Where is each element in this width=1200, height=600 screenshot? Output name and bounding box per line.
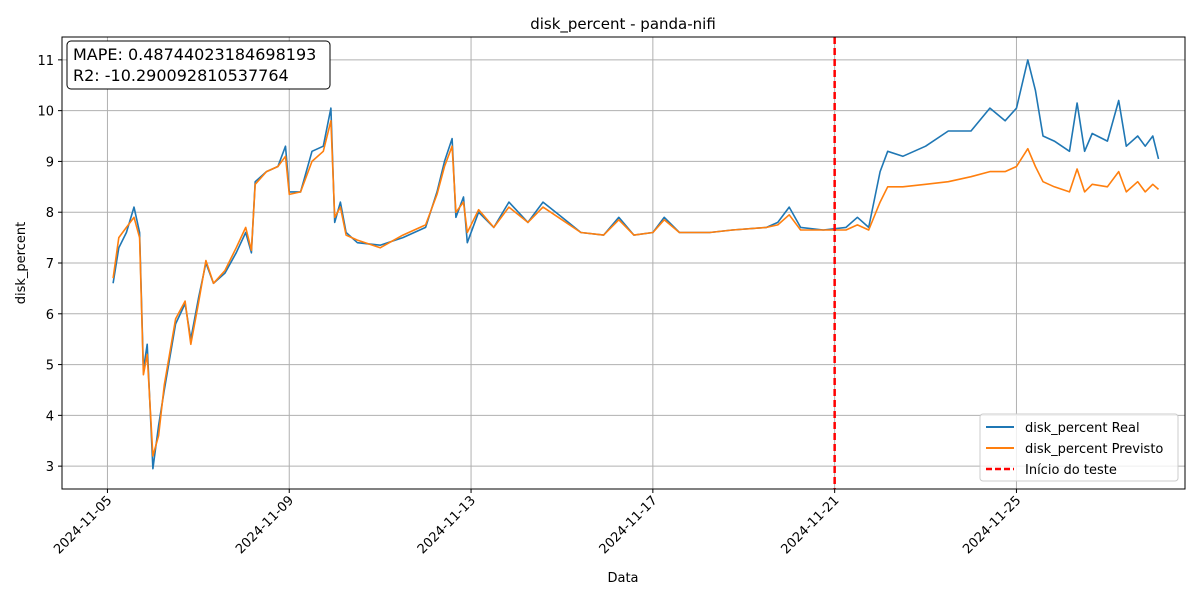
y-tick-label: 8	[46, 206, 54, 221]
metrics-annotation: MAPE: 0.48744023184698193 R2: -10.290092…	[66, 40, 331, 90]
y-axis-ticks: 3 4 5 6 7 8 9 10 11	[37, 54, 62, 475]
legend-label-previsto: disk_percent Previsto	[1025, 442, 1163, 457]
legend-box	[979, 413, 1179, 482]
series-layer	[112, 59, 1160, 470]
legend-label-test-start: Início do teste	[1025, 463, 1117, 478]
y-tick-label: 4	[46, 409, 54, 424]
mape-text: MAPE: 0.48744023184698193	[73, 45, 316, 64]
r2-text: R2: -10.290092810537764	[73, 66, 289, 85]
y-axis-label: disk_percent	[14, 222, 29, 304]
y-tick-label: 10	[37, 105, 54, 120]
legend: disk_percent Real disk_percent Previsto …	[979, 413, 1179, 482]
series-line-previsto	[112, 120, 1160, 457]
y-tick-label: 6	[46, 308, 54, 323]
chart-title: disk_percent - panda-nifi	[530, 15, 716, 34]
y-tick-label: 5	[46, 359, 54, 374]
y-tick-label: 3	[46, 460, 54, 475]
y-tick-label: 7	[46, 257, 54, 272]
legend-label-real: disk_percent Real	[1025, 421, 1140, 436]
y-tick-label: 11	[37, 54, 54, 69]
metrics-box	[66, 40, 331, 90]
y-tick-label: 9	[46, 155, 54, 170]
x-axis-label: Data	[607, 571, 638, 586]
